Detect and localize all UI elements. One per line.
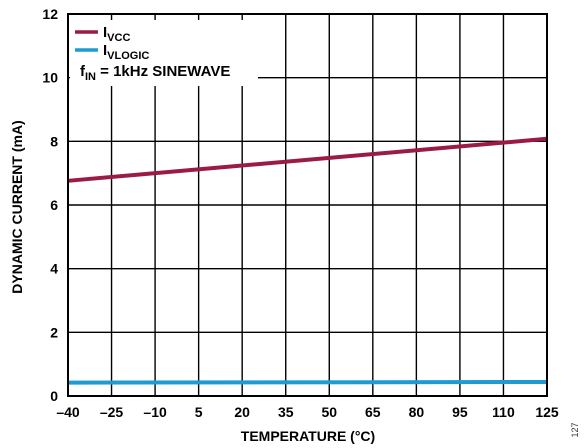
x-tick-label: 35	[278, 404, 294, 420]
y-tick-label: 12	[42, 6, 58, 22]
x-tick-label: 95	[452, 404, 468, 420]
y-tick-label: 10	[42, 70, 58, 86]
legend-background	[70, 20, 258, 86]
y-tick-label: 2	[50, 324, 58, 340]
x-tick-label: 80	[409, 404, 425, 420]
x-tick-label: 50	[321, 404, 337, 420]
x-tick-label: 5	[195, 404, 203, 420]
annotation-fin: fIN = 1kHz SINEWAVE	[80, 63, 230, 83]
legend-label-ivlogic: IVLOGIC	[103, 42, 149, 62]
y-tick-labels: 0 2 4 6 8 10 12	[42, 6, 58, 404]
x-tick-label: 110	[492, 404, 515, 420]
x-tick-label: –40	[56, 404, 80, 420]
x-tick-label: –10	[143, 404, 167, 420]
x-tick-label: –25	[100, 404, 124, 420]
series-line-vlogic	[67, 379, 548, 385]
plot-frame	[67, 13, 548, 397]
y-axis-label: DYNAMIC CURRENT (mA)	[9, 120, 25, 293]
x-tick-label: 20	[234, 404, 250, 420]
y-tick-label: 0	[50, 388, 58, 404]
x-tick-label: 65	[365, 404, 381, 420]
y-tick-label: 6	[50, 197, 58, 213]
x-tick-label: 125	[535, 404, 559, 420]
series-lines	[67, 136, 548, 385]
series-line-vcc	[67, 136, 548, 183]
legend: IVCC IVLOGIC fIN = 1kHz SINEWAVE	[70, 20, 258, 86]
x-axis-label: TEMPERATURE (°C)	[241, 428, 375, 444]
y-tick-label: 4	[50, 261, 58, 277]
y-tick-label: 8	[50, 133, 58, 149]
figure-id: 127	[570, 422, 580, 437]
legend-label-ivcc: IVCC	[103, 24, 130, 44]
x-tick-labels: –40 –25 –10 5 20 35 50 65 80 95 110 125	[56, 404, 559, 420]
